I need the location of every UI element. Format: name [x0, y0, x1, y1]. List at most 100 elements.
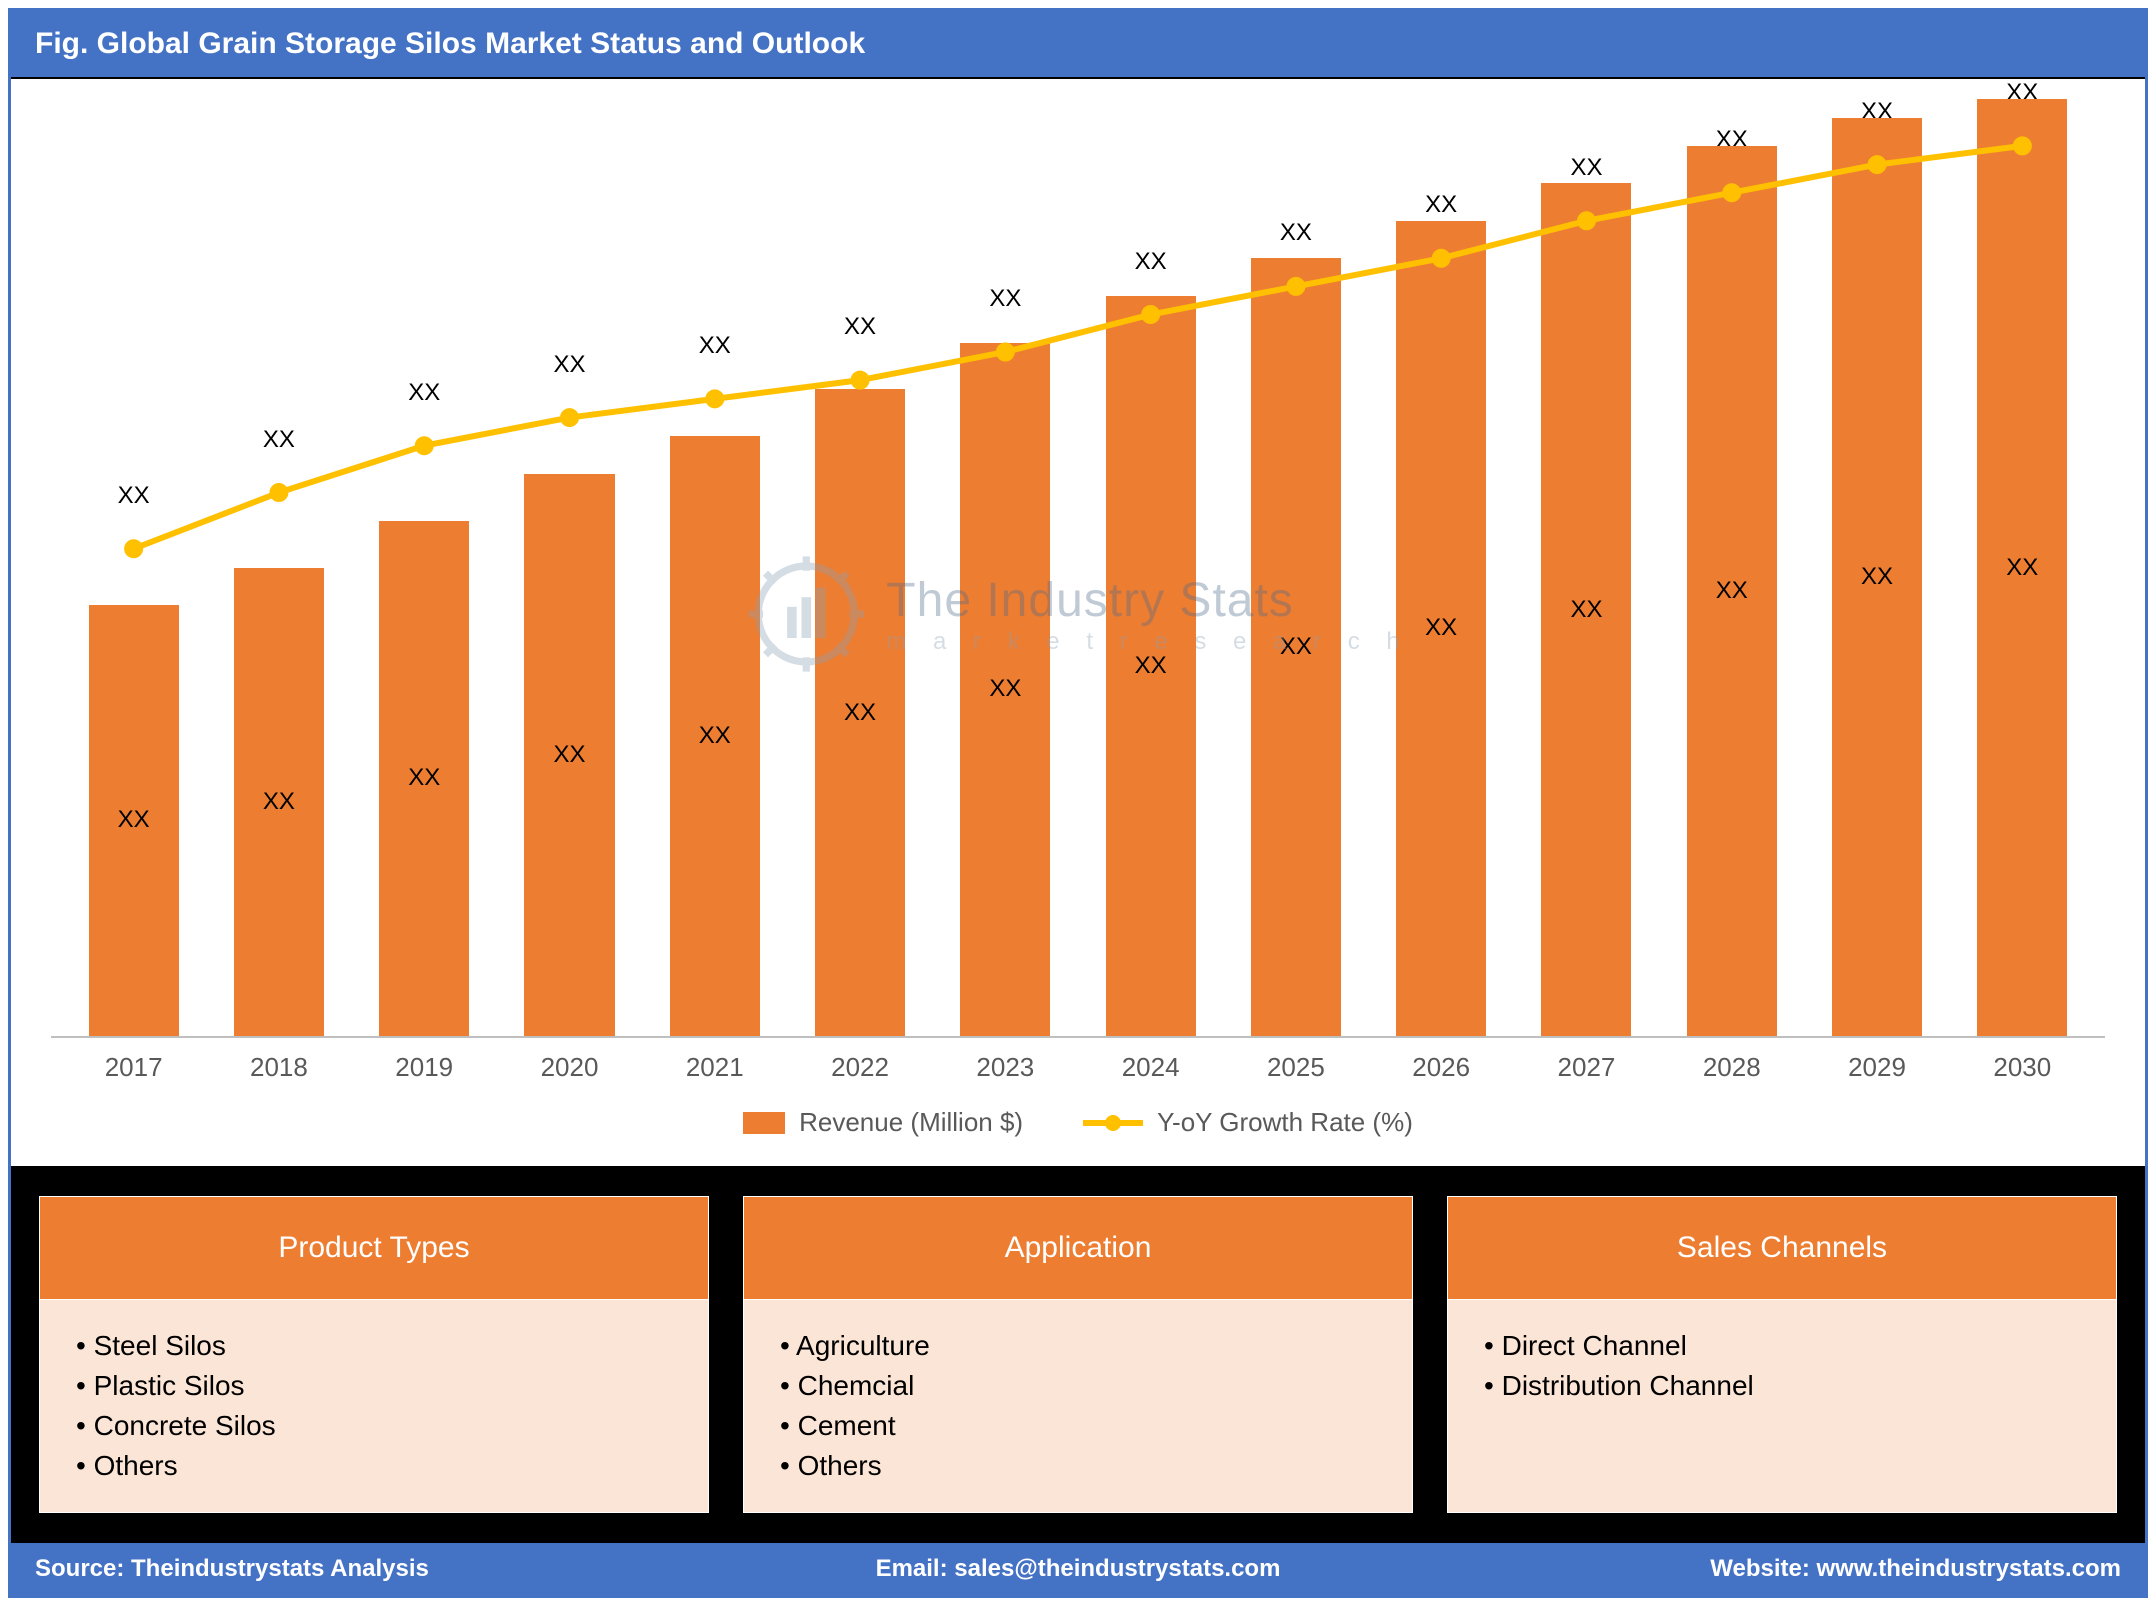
revenue-bar: XX [670, 436, 760, 1036]
card-header: Sales Channels [1447, 1196, 2117, 1300]
legend-bar-swatch [743, 1112, 785, 1134]
revenue-bar: XX [1396, 221, 1486, 1036]
chart-legend: Revenue (Million $) Y-oY Growth Rate (%) [51, 1083, 2105, 1156]
card-item: Direct Channel [1484, 1326, 2080, 1366]
x-tick: 2018 [206, 1052, 351, 1083]
legend-line-swatch [1083, 1120, 1143, 1126]
legend-growth: Y-oY Growth Rate (%) [1083, 1107, 1413, 1138]
bar-slot: XXXX [1950, 99, 2095, 1036]
revenue-bar: XX [1106, 296, 1196, 1036]
footer-email: Email: sales@theindustrystats.com [737, 1555, 1419, 1583]
footer-bar: Source: Theindustrystats Analysis Email:… [11, 1543, 2145, 1595]
card-header: Application [743, 1196, 1413, 1300]
x-tick: 2025 [1223, 1052, 1368, 1083]
card-item: Agriculture [780, 1326, 1376, 1366]
x-tick: 2021 [642, 1052, 787, 1083]
bar-value-label: XX [989, 675, 1021, 703]
card-header: Product Types [39, 1196, 709, 1300]
bar-slot: XXXX [1369, 99, 1514, 1036]
bars-row: XX XX XX XX XX XX XX XX XX XX XX XX XX XX XX XX XX XX XX XX… [51, 99, 2105, 1036]
card-item: Concrete Silos [76, 1406, 672, 1446]
legend-line-label: Y-oY Growth Rate (%) [1157, 1107, 1413, 1138]
x-tick: 2024 [1078, 1052, 1223, 1083]
bar-value-label: XX [263, 788, 295, 816]
bar-value-label: XX [1135, 652, 1167, 680]
bar-slot: XX XX [1223, 99, 1368, 1036]
x-tick: 2030 [1950, 1052, 2095, 1083]
bar-top-label: XX [263, 425, 295, 453]
revenue-bar: XX [1977, 99, 2067, 1036]
card-item: Others [780, 1446, 1376, 1486]
card-item: Steel Silos [76, 1326, 672, 1366]
revenue-bar: XX [815, 389, 905, 1036]
revenue-bar: XX [1541, 183, 1631, 1036]
category-card: ApplicationAgricultureChemcialCementOthe… [743, 1196, 1413, 1513]
bar-value-label: XX [1570, 596, 1602, 624]
x-tick: 2017 [61, 1052, 206, 1083]
revenue-bar: XX [960, 343, 1050, 1036]
revenue-bar: XX [1687, 146, 1777, 1036]
card-body: Direct ChannelDistribution Channel [1447, 1300, 2117, 1513]
x-tick: 2027 [1514, 1052, 1659, 1083]
card-item: Others [76, 1446, 672, 1486]
revenue-bar: XX [234, 568, 324, 1037]
bar-slot: XX XX [1078, 99, 1223, 1036]
card-item: Plastic Silos [76, 1366, 672, 1406]
revenue-bar: XX [89, 605, 179, 1036]
bar-top-label: XX [1135, 247, 1167, 275]
bar-slot: XX XX [206, 99, 351, 1036]
x-axis: 2017201820192020202120222023202420252026… [51, 1038, 2105, 1083]
bar-value-label: XX [844, 699, 876, 727]
chart-plot: XX XX XX XX XX XX XX XX XX XX XX XX XX XX XX XX XX XX XX XX… [51, 99, 2105, 1038]
category-cards-row: Product TypesSteel SilosPlastic SilosCon… [11, 1166, 2145, 1543]
revenue-bar: XX [1832, 118, 1922, 1036]
x-tick: 2029 [1804, 1052, 1949, 1083]
card-body: AgricultureChemcialCementOthers [743, 1300, 1413, 1513]
x-tick: 2019 [352, 1052, 497, 1083]
x-tick: 2022 [787, 1052, 932, 1083]
footer-source: Source: Theindustrystats Analysis [35, 1555, 717, 1583]
bar-top-label: XX [989, 285, 1021, 313]
bar-value-label: XX [2006, 554, 2038, 582]
bar-value-label: XX [1425, 614, 1457, 642]
bar-top-label: XX [1280, 219, 1312, 247]
category-card: Product TypesSteel SilosPlastic SilosCon… [39, 1196, 709, 1513]
legend-bar-label: Revenue (Million $) [799, 1107, 1023, 1138]
bar-value-label: XX [118, 806, 150, 834]
card-body: Steel SilosPlastic SilosConcrete SilosOt… [39, 1300, 709, 1513]
bar-slot: XX XX [787, 99, 932, 1036]
x-tick: 2026 [1369, 1052, 1514, 1083]
figure-title: Fig. Global Grain Storage Silos Market S… [11, 11, 2145, 77]
legend-revenue: Revenue (Million $) [743, 1107, 1023, 1138]
bar-slot: XX XX [1514, 99, 1659, 1036]
card-item: Cement [780, 1406, 1376, 1446]
chart-area: XX XX XX XX XX XX XX XX XX XX XX XX XX XX XX XX XX XX XX XX… [11, 77, 2145, 1166]
bar-top-label: XX [553, 350, 585, 378]
bar-value-label: XX [699, 722, 731, 750]
card-item: Distribution Channel [1484, 1366, 2080, 1406]
bar-top-label: XX [1570, 154, 1602, 182]
bar-value-label: XX [408, 764, 440, 792]
bar-top-label: XX [844, 313, 876, 341]
revenue-bar: XX [1251, 258, 1341, 1036]
bar-value-label: XX [1861, 563, 1893, 591]
x-tick: 2020 [497, 1052, 642, 1083]
bar-slot: XX XX [352, 99, 497, 1036]
bar-value-label: XX [553, 741, 585, 769]
bar-slot: XX XX [497, 99, 642, 1036]
revenue-bar: XX [379, 521, 469, 1036]
bar-value-label: XX [1716, 577, 1748, 605]
x-tick: 2028 [1659, 1052, 1804, 1083]
bar-slot: XXXX [1804, 99, 1949, 1036]
bar-top-label: XX [408, 379, 440, 407]
bar-slot: XX XX [642, 99, 787, 1036]
x-tick: 2023 [933, 1052, 1078, 1083]
bar-value-label: XX [1280, 633, 1312, 661]
bar-slot: XXXX [1659, 99, 1804, 1036]
bar-slot: XX XX [933, 99, 1078, 1036]
bar-top-label: XX [699, 332, 731, 360]
card-item: Chemcial [780, 1366, 1376, 1406]
bar-top-label: XX [118, 482, 150, 510]
bar-slot: XX XX [61, 99, 206, 1036]
figure-container: Fig. Global Grain Storage Silos Market S… [8, 8, 2148, 1598]
